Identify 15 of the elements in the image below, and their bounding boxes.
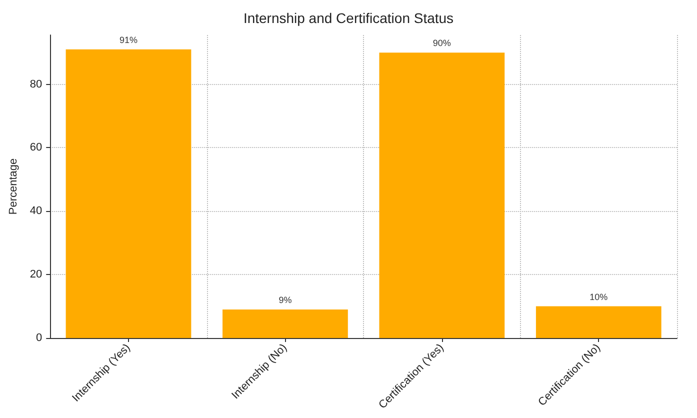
data-label: 91% — [119, 34, 138, 45]
data-label: 9% — [278, 294, 292, 305]
y-axis-title: Percentage — [8, 158, 20, 215]
bar — [66, 49, 192, 338]
y-tick-label: 80 — [30, 78, 42, 90]
bar — [536, 306, 662, 338]
y-tick-label: 40 — [30, 205, 42, 218]
data-label: 10% — [590, 292, 608, 302]
y-tick-label: 20 — [30, 268, 42, 281]
chart-title: Internship and Certification Status — [243, 10, 454, 26]
bar — [379, 52, 505, 338]
bar — [222, 309, 348, 338]
y-tick-label: 0 — [36, 332, 42, 344]
y-tick-label: 60 — [30, 142, 42, 154]
data-label: 90% — [432, 38, 451, 48]
